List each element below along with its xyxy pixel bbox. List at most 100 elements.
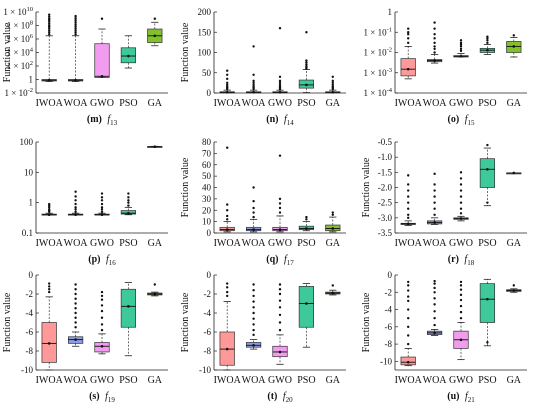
outlier-point	[407, 41, 410, 45]
y-tick-label: 1	[29, 198, 34, 208]
outlier-point	[433, 47, 436, 51]
outlier-point	[74, 199, 77, 202]
outlier-point	[74, 208, 77, 211]
y-tick-label: -0.5	[378, 137, 393, 147]
outlier-point	[278, 81, 282, 85]
x-tick-label: GWO	[90, 238, 114, 249]
outlier-point	[459, 195, 463, 198]
outlier-point	[512, 34, 515, 37]
mean-marker	[153, 292, 157, 296]
outlier-point	[48, 24, 51, 27]
outlier-point	[407, 325, 410, 329]
outlier-point	[459, 212, 463, 215]
outlier-point	[100, 192, 104, 195]
y-tick-label: -2	[204, 289, 212, 299]
outlier-point	[407, 201, 410, 204]
outlier-point	[512, 284, 515, 287]
box-iwoa	[400, 58, 416, 77]
outlier-point	[74, 24, 77, 28]
outlier-point	[48, 15, 51, 18]
outlier-point	[74, 210, 77, 213]
x-tick-label: IWOA	[395, 98, 423, 109]
outlier-point	[48, 29, 51, 32]
mean-marker	[406, 222, 410, 226]
outlier-point	[74, 302, 77, 305]
outlier-point	[407, 299, 410, 303]
outlier-point	[127, 199, 130, 202]
chart-panel-13: 1 × 1010 1 × 108 1 × 106 1 × 104 1 × 102 1 1 ×…	[2, 6, 168, 127]
outlier-point	[433, 282, 436, 285]
y-tick-label: 1 × 108	[7, 20, 33, 31]
y-tick-label: 1 × 10-1	[364, 26, 393, 37]
mean-marker	[331, 227, 335, 230]
mean-marker	[331, 291, 335, 295]
outlier-point	[459, 49, 463, 53]
outlier-point	[459, 41, 463, 45]
x-tick-label: GWO	[268, 238, 292, 249]
y-tick-label: -8	[26, 346, 34, 356]
outlier-point	[407, 213, 410, 216]
outlier-point	[433, 45, 436, 48]
outlier-point	[226, 282, 229, 285]
mean-marker	[252, 90, 255, 94]
box-pso	[298, 286, 315, 328]
mean-marker	[252, 344, 255, 347]
y-tick-label: -4	[204, 308, 212, 318]
y-tick-label: 40	[202, 183, 212, 193]
x-tick-label: WOA	[242, 98, 267, 109]
outlier-point	[74, 26, 77, 30]
x-tick-label: GA	[326, 98, 341, 109]
outlier-point	[48, 285, 51, 288]
outlier-point	[433, 310, 436, 313]
outlier-point	[407, 308, 410, 311]
outlier-point	[278, 154, 282, 157]
outlier-point	[459, 207, 463, 210]
outlier-point	[407, 207, 410, 210]
x-tick-label: PSO	[297, 375, 315, 386]
outlier-point	[226, 209, 229, 212]
outlier-point	[407, 316, 410, 320]
outlier-point	[226, 146, 229, 149]
outlier-point	[74, 21, 77, 24]
outlier-point	[433, 316, 436, 320]
box-gwo	[94, 43, 110, 78]
outlier-point	[48, 290, 51, 294]
x-tick-label: GWO	[90, 98, 114, 109]
mean-marker	[305, 302, 308, 305]
outlier-point	[48, 13, 51, 16]
outlier-point	[407, 195, 410, 198]
mean-marker	[100, 213, 104, 217]
mean-marker	[100, 74, 104, 78]
box-pso	[479, 158, 496, 188]
outlier-point	[407, 27, 410, 30]
outlier-point	[486, 201, 489, 204]
y-tick-label: 1 × 104	[7, 47, 34, 58]
y-tick-label: 20	[202, 205, 212, 215]
outlier-point	[278, 313, 282, 317]
panel-caption: (u) f21	[447, 391, 475, 404]
mean-marker	[74, 78, 77, 82]
outlier-point	[459, 304, 463, 308]
outlier-point	[433, 303, 436, 306]
y-tick-label: 200	[198, 7, 212, 17]
outlier-point	[486, 35, 489, 38]
outlier-point	[305, 63, 308, 66]
outlier-point	[252, 283, 255, 286]
outlier-point	[48, 288, 51, 291]
outlier-point	[226, 203, 229, 206]
outlier-point	[305, 215, 308, 219]
y-tick-label: 0	[207, 270, 212, 280]
y-axis-label: Function value	[361, 157, 372, 217]
outlier-point	[74, 311, 77, 315]
y-tick-label: 30	[202, 194, 212, 204]
outlier-point	[74, 195, 77, 198]
x-tick-label: GA	[148, 375, 163, 386]
outlier-point	[407, 216, 410, 220]
outlier-point	[226, 290, 229, 294]
outlier-point	[331, 213, 334, 216]
y-axis-label: Function value	[2, 292, 13, 352]
outlier-point	[74, 292, 77, 296]
mean-marker	[433, 59, 436, 62]
outlier-point	[486, 39, 489, 42]
y-tick-label: -10	[199, 365, 211, 375]
